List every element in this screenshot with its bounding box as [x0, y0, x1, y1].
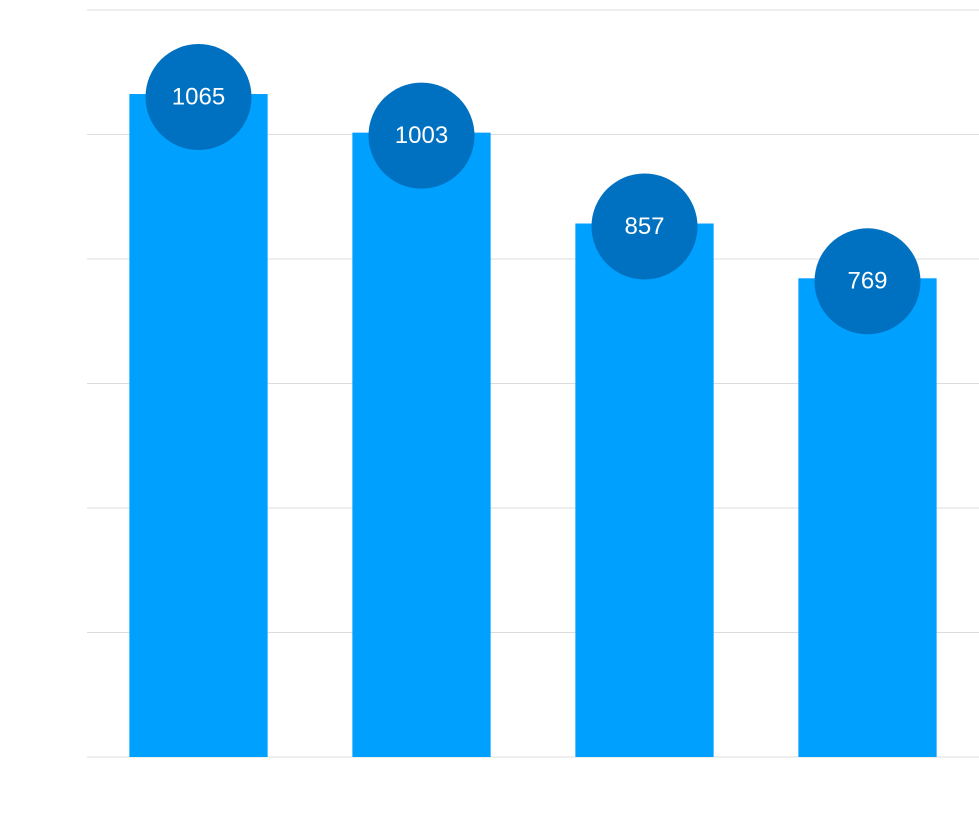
value-label-badge [368, 82, 475, 189]
bar [798, 278, 937, 757]
value-label: 857 [624, 213, 664, 240]
value-label: 1065 [172, 83, 225, 110]
bar [575, 223, 714, 757]
value-label-badge [145, 44, 252, 151]
value-label-badge [591, 173, 698, 280]
value-label: 769 [847, 268, 887, 295]
bar [129, 94, 268, 758]
value-label-badge [814, 228, 921, 335]
value-label: 1003 [395, 122, 448, 149]
bar [352, 132, 491, 757]
